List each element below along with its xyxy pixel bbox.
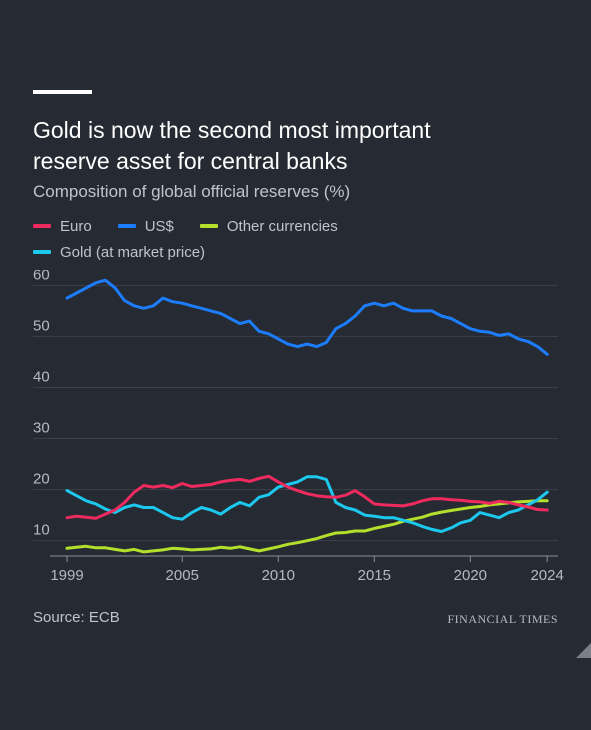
x-tick-label: 2010 bbox=[262, 567, 295, 584]
y-tick-label: 50 bbox=[33, 317, 50, 334]
series-line-gold-at-market-price bbox=[65, 475, 549, 533]
legend-label-euro: Euro bbox=[60, 217, 92, 235]
legend: Euro US$ Other currencies Gold (at marke… bbox=[33, 213, 573, 265]
top-rule bbox=[33, 90, 92, 94]
legend-label-gold: Gold (at market price) bbox=[60, 243, 206, 261]
x-tick-label: 2015 bbox=[358, 567, 391, 584]
legend-label-other: Other currencies bbox=[226, 217, 338, 235]
legend-row-1: Euro US$ Other currencies bbox=[33, 213, 573, 239]
chart-title: Gold is now the second most important re… bbox=[33, 115, 573, 177]
x-tick-label: 2024 bbox=[530, 567, 563, 584]
y-tick-label: 40 bbox=[33, 368, 50, 385]
x-tick-label: 2005 bbox=[166, 567, 199, 584]
series-line-us bbox=[65, 278, 549, 356]
legend-item-gold: Gold (at market price) bbox=[33, 244, 205, 261]
legend-label-usd: US$ bbox=[144, 217, 174, 235]
corner-fold bbox=[576, 643, 591, 658]
y-tick-label: 60 bbox=[33, 270, 50, 283]
legend-item-usd: US$ bbox=[117, 217, 174, 235]
line-chart: 10 20 30 40 50 60 1999 2005 2010 2015 2020 2024 bbox=[33, 270, 564, 584]
source-note: Source: ECB bbox=[33, 609, 120, 626]
chart-title-line-1: Gold is now the second most important bbox=[33, 117, 431, 143]
chart-subtitle: Composition of global official reserves … bbox=[33, 182, 351, 201]
legend-swatch-euro bbox=[33, 224, 51, 228]
legend-swatch-gold bbox=[33, 250, 51, 254]
chart-title-line-2: reserve asset for central banks bbox=[33, 148, 348, 174]
y-tick-label: 30 bbox=[33, 420, 50, 437]
legend-row-2: Gold (at market price) bbox=[33, 239, 573, 265]
legend-swatch-usd bbox=[117, 224, 136, 228]
legend-swatch-other bbox=[199, 224, 218, 228]
series-line-other-currencies bbox=[65, 499, 549, 554]
legend-item-euro: Euro bbox=[33, 218, 92, 235]
x-tick-label: 2020 bbox=[454, 567, 487, 584]
ft-logo: FINANCIAL TIMES bbox=[447, 612, 558, 626]
legend-item-other: Other currencies bbox=[199, 217, 338, 235]
y-tick-label: 10 bbox=[33, 522, 50, 539]
x-tick-label: 1999 bbox=[50, 567, 83, 584]
series-line-euro bbox=[65, 474, 549, 520]
y-tick-label: 20 bbox=[33, 471, 50, 488]
